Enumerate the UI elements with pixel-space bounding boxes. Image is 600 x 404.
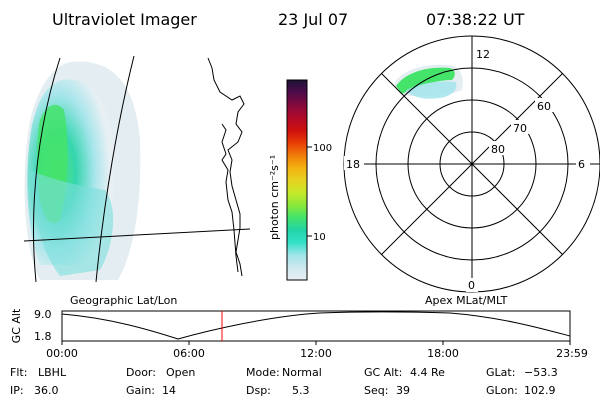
colorbar-scale bbox=[286, 79, 308, 281]
colorbar-unit-label: photon cm⁻²s⁻¹ bbox=[268, 155, 281, 240]
aurora-edge-polar bbox=[406, 81, 457, 99]
status-door-value: Open bbox=[166, 366, 195, 379]
mlat-label-bg bbox=[489, 141, 509, 155]
apex-label: Apex MLat/MLT bbox=[425, 294, 508, 307]
status-filter-key: Flt: bbox=[10, 366, 27, 379]
status-panel: Flt: LBHL Door: Open Mode: Normal GC Alt… bbox=[10, 366, 558, 397]
status-door-key: Door: bbox=[126, 366, 156, 379]
status-glat-value: −53.3 bbox=[524, 366, 558, 379]
status-seq-value: 39 bbox=[396, 384, 410, 397]
status-mode-value: Normal bbox=[282, 366, 322, 379]
status-mode-key: Mode: bbox=[246, 366, 280, 379]
y-axis-label: GC Alt bbox=[10, 308, 23, 343]
status-filter-value: LBHL bbox=[38, 366, 67, 379]
aurora-oval-polar bbox=[396, 67, 455, 94]
mlat-label-60: 60 bbox=[537, 100, 551, 113]
meridian-line bbox=[95, 55, 135, 283]
meridian-line bbox=[33, 57, 61, 283]
x-tick-label: 00:00 bbox=[46, 347, 78, 360]
mlt-label-18: 18 bbox=[346, 158, 360, 171]
mlt-line bbox=[381, 73, 563, 255]
mlt-label-0: 0 bbox=[468, 279, 475, 292]
status-ip-key: IP: bbox=[10, 384, 24, 397]
y-tick-label: 1.8 bbox=[34, 330, 52, 343]
status-ip-value: 36.0 bbox=[34, 384, 59, 397]
x-tick-label: 23:59 bbox=[556, 347, 588, 360]
x-tick-label: 06:00 bbox=[173, 347, 205, 360]
mlat-label-bg bbox=[511, 120, 531, 134]
colorbar-tick-label: 100 bbox=[313, 143, 332, 154]
altitude-plot-frame bbox=[61, 310, 571, 342]
date-label: 23 Jul 07 bbox=[278, 10, 348, 29]
status-glat-key: GLat: bbox=[486, 366, 515, 379]
mlat-label-80: 80 bbox=[491, 143, 505, 156]
mlat-label-70: 70 bbox=[513, 122, 527, 135]
mlt-label-bg bbox=[576, 156, 590, 170]
status-glon-value: 102.9 bbox=[524, 384, 556, 397]
polar-plot: 12 18 6 0 60 70 80 Apex MLat/MLT bbox=[343, 35, 600, 307]
colorbar: 100 10 photon cm⁻²s⁻¹ bbox=[268, 79, 332, 281]
status-gcalt-value: 4.4 Re bbox=[410, 366, 445, 379]
status-gain-key: Gain: bbox=[126, 384, 155, 397]
status-seq-key: Seq: bbox=[364, 384, 388, 397]
status-dsp-value: 5.3 bbox=[292, 384, 310, 397]
geographic-label: Geographic Lat/Lon bbox=[70, 294, 177, 307]
parallel-line bbox=[23, 228, 251, 242]
status-dsp-key: Dsp: bbox=[246, 384, 271, 397]
status-glon-key: GLon: bbox=[486, 384, 518, 397]
altitude-plot: 9.0 1.8 GC Alt 00:00 06:00 12:00 18:00 2… bbox=[10, 308, 588, 360]
mlt-label-bg bbox=[466, 278, 478, 292]
mlt-label-12: 12 bbox=[476, 48, 490, 61]
aurora-lower-left bbox=[30, 170, 114, 276]
altitude-curve bbox=[61, 311, 571, 340]
time-label: 07:38:22 UT bbox=[426, 10, 525, 29]
colorbar-tick-label: 10 bbox=[313, 232, 326, 243]
mlt-label-bg bbox=[475, 46, 495, 60]
y-tick-label: 9.0 bbox=[34, 308, 52, 321]
instrument-title: Ultraviolet Imager bbox=[52, 10, 197, 29]
coastline bbox=[207, 57, 245, 277]
status-gain-value: 14 bbox=[162, 384, 176, 397]
mlt-label-6: 6 bbox=[578, 158, 585, 171]
x-tick-label: 12:00 bbox=[300, 347, 332, 360]
status-gcalt-key: GC Alt: bbox=[364, 366, 402, 379]
mlt-label-bg bbox=[344, 156, 364, 170]
mlat-label-bg bbox=[535, 98, 555, 112]
coastline bbox=[221, 123, 239, 273]
geographic-image-panel: Geographic Lat/Lon bbox=[23, 55, 251, 307]
x-tick-label: 18:00 bbox=[427, 347, 459, 360]
